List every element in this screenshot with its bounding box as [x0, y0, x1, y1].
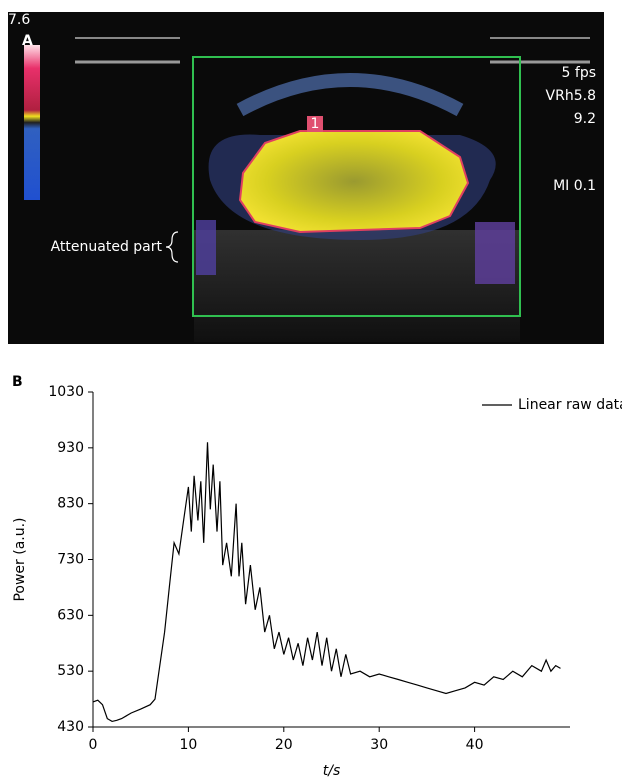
x-tick-label: 0: [89, 737, 98, 753]
y-tick-label: 1030: [48, 384, 84, 400]
y-tick-label: 930: [57, 440, 84, 456]
x-tick-label: 40: [466, 737, 484, 753]
mechanical-index: MI 0.1: [553, 178, 596, 194]
frame-rate: 5 fps: [562, 65, 596, 81]
setting: 9.2: [574, 111, 596, 127]
roi-label: 1: [311, 116, 320, 132]
chart: 430 530 630 730 830 930 1030 0 10 20 30 40 t/s Power …: [12, 384, 622, 779]
y-tick-label: 730: [57, 552, 84, 568]
tissue: [194, 230, 520, 342]
artifact: [475, 222, 515, 284]
artifact: [236, 73, 464, 117]
data-line: [92, 442, 561, 723]
y-tick-label: 630: [57, 607, 84, 623]
color-bar: [24, 45, 40, 200]
y-axis-label: Power (a.u.): [12, 517, 28, 601]
setting: VRh5.8: [546, 88, 596, 104]
panel-label: A: [22, 33, 33, 49]
roi: [238, 130, 470, 234]
panel-label: B: [12, 374, 23, 390]
legend-label: Linear raw data: [518, 397, 622, 413]
x-tick-label: 30: [370, 737, 388, 753]
y-tick-label: 430: [57, 719, 84, 735]
x-tick-label: 20: [275, 737, 293, 753]
artifact: [196, 220, 216, 275]
y-tick-label: 830: [57, 496, 84, 512]
ultrasound-image: 1 7.6 A 5 fps VRh5.8 9.2 MI 0.1 Attenuat…: [8, 12, 604, 344]
scale-max: 7.6: [8, 12, 30, 28]
y-tick-label: 530: [57, 663, 84, 679]
sample-box: [192, 56, 521, 317]
roi-tag: [307, 116, 323, 132]
x-axis-label: t/s: [323, 763, 341, 779]
x-tick-label: 10: [179, 737, 197, 753]
brace: [165, 231, 179, 263]
annotation: Attenuated part: [51, 239, 163, 255]
